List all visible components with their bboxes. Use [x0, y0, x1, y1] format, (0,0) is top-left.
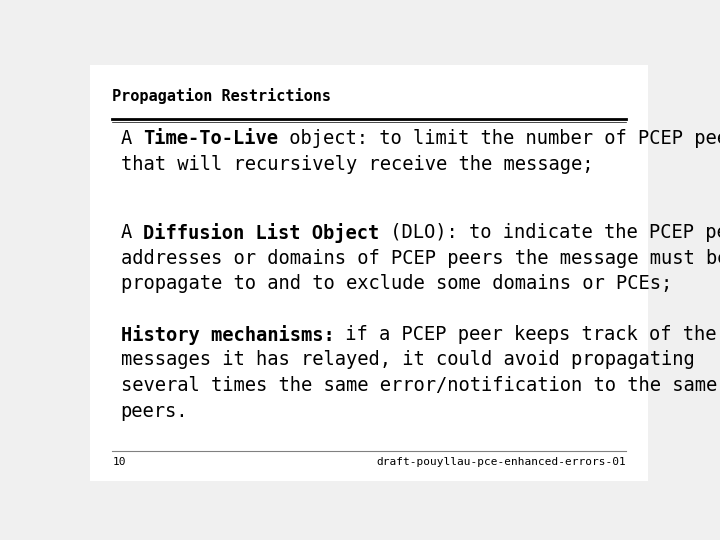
Text: Time-To-Live: Time-To-Live — [143, 129, 278, 149]
Text: Diffusion List Object: Diffusion List Object — [143, 223, 379, 243]
Text: Propagation Restrictions: Propagation Restrictions — [112, 87, 331, 104]
Text: (DLO): to indicate the PCEP peer: (DLO): to indicate the PCEP peer — [379, 223, 720, 242]
Text: if a PCEP peer keeps track of the: if a PCEP peer keeps track of the — [334, 325, 717, 343]
Text: draft-pouyllau-pce-enhanced-errors-01: draft-pouyllau-pce-enhanced-errors-01 — [376, 457, 626, 467]
FancyBboxPatch shape — [90, 65, 648, 481]
Text: messages it has relayed, it could avoid propagating: messages it has relayed, it could avoid … — [121, 350, 695, 369]
Text: addresses or domains of PCEP peers the message must be: addresses or domains of PCEP peers the m… — [121, 248, 720, 268]
Text: A: A — [121, 223, 143, 242]
Text: History mechanisms:: History mechanisms: — [121, 325, 334, 345]
Text: A: A — [121, 129, 143, 149]
Text: object: to limit the number of PCEP peers: object: to limit the number of PCEP peer… — [278, 129, 720, 149]
Text: propagate to and to exclude some domains or PCEs;: propagate to and to exclude some domains… — [121, 274, 672, 293]
Text: 10: 10 — [112, 457, 126, 467]
Text: several times the same error/notification to the same: several times the same error/notificatio… — [121, 376, 717, 395]
Text: that will recursively receive the message;: that will recursively receive the messag… — [121, 155, 593, 174]
Text: peers.: peers. — [121, 402, 188, 421]
